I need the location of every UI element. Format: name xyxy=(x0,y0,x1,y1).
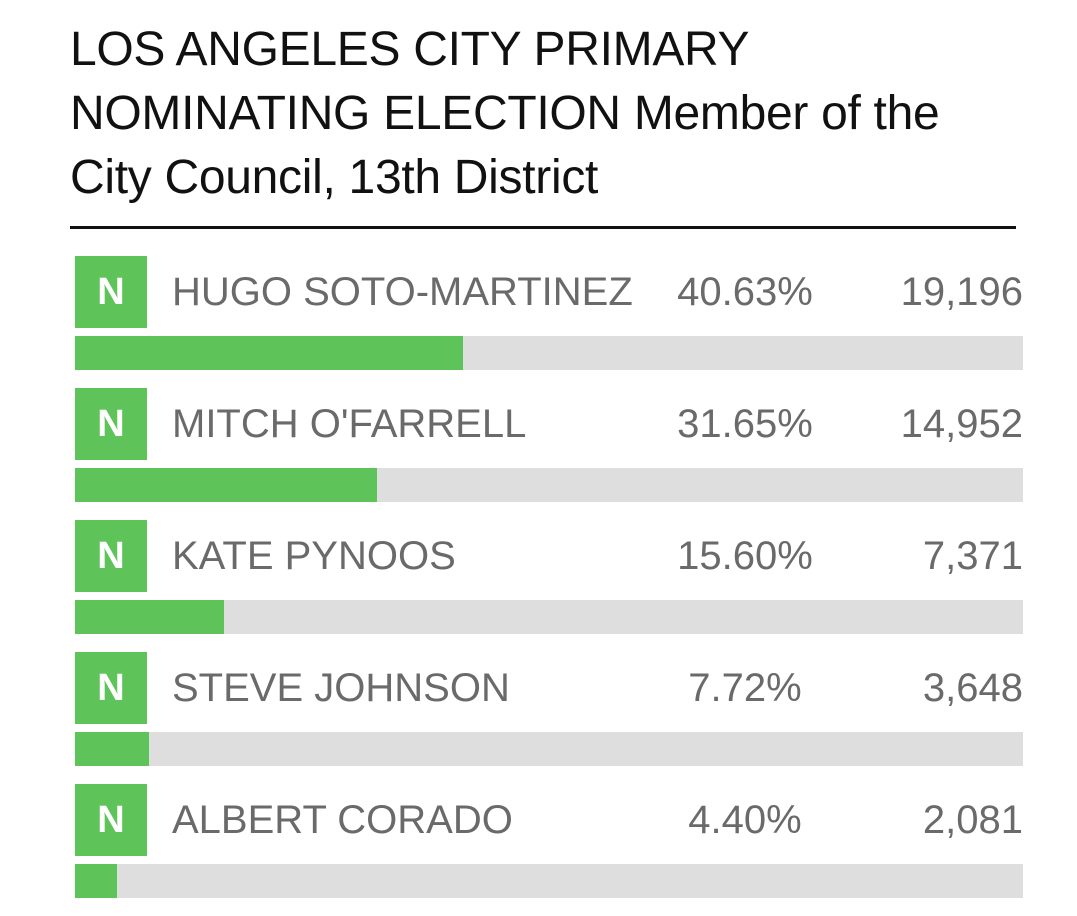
vote-share-bar xyxy=(75,468,1023,502)
candidate-row: N STEVE JOHNSON 7.72% 3,648 xyxy=(75,652,1023,784)
candidate-name: HUGO SOTO-MARTINEZ xyxy=(172,270,633,314)
vote-count: 2,081 xyxy=(922,798,1023,842)
vote-share-fill xyxy=(75,864,117,898)
vote-percent: 40.63% xyxy=(677,270,813,314)
party-badge: N xyxy=(75,784,147,856)
party-badge: N xyxy=(75,388,147,460)
vote-percent: 4.40% xyxy=(688,798,802,842)
title-divider xyxy=(70,226,1016,229)
candidate-row: N ALBERT CORADO 4.40% 2,081 xyxy=(75,784,1023,916)
candidate-name: MITCH O'FARRELL xyxy=(172,402,527,446)
candidate-name: STEVE JOHNSON xyxy=(172,666,510,710)
vote-count: 3,648 xyxy=(922,666,1023,710)
candidate-row: N KATE PYNOOS 15.60% 7,371 xyxy=(75,520,1023,652)
vote-share-fill xyxy=(75,732,149,766)
party-badge: N xyxy=(75,652,147,724)
vote-share-bar xyxy=(75,600,1023,634)
vote-percent: 31.65% xyxy=(677,402,813,446)
vote-count: 14,952 xyxy=(900,402,1023,446)
party-badge: N xyxy=(75,256,147,328)
vote-percent: 15.60% xyxy=(677,534,813,578)
vote-share-bar xyxy=(75,864,1023,898)
vote-share-fill xyxy=(75,600,224,634)
candidate-row: N HUGO SOTO-MARTINEZ 40.63% 19,196 xyxy=(75,256,1023,388)
candidate-name: KATE PYNOOS xyxy=(172,534,456,578)
vote-share-bar xyxy=(75,336,1023,370)
vote-count: 19,196 xyxy=(900,270,1023,314)
vote-share-fill xyxy=(75,336,463,370)
results-list: N HUGO SOTO-MARTINEZ 40.63% 19,196 N MIT… xyxy=(75,256,1023,916)
vote-count: 7,371 xyxy=(922,534,1023,578)
vote-share-bar xyxy=(75,732,1023,766)
party-badge: N xyxy=(75,520,147,592)
vote-percent: 7.72% xyxy=(688,666,802,710)
candidate-row: N MITCH O'FARRELL 31.65% 14,952 xyxy=(75,388,1023,520)
vote-share-fill xyxy=(75,468,378,502)
contest-title: LOS ANGELES CITY PRIMARY NOMINATING ELEC… xyxy=(70,23,940,204)
candidate-name: ALBERT CORADO xyxy=(172,798,513,842)
